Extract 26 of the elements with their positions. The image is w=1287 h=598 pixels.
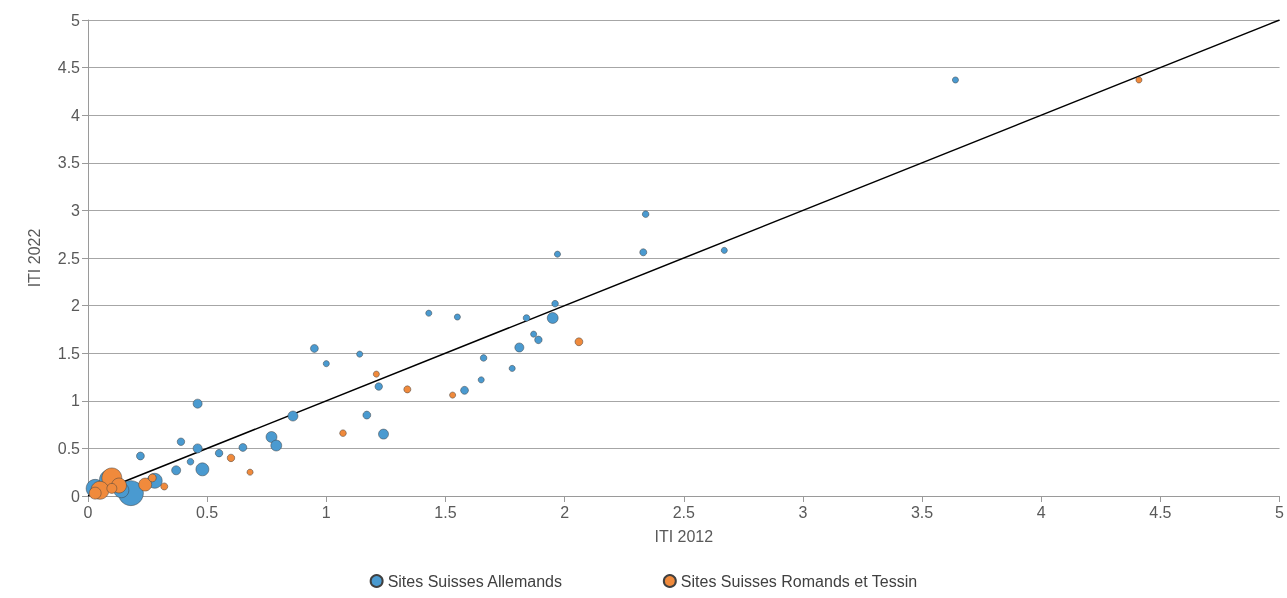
x-tick-label: 0 xyxy=(83,503,93,521)
x-tick-label: 2.5 xyxy=(672,503,695,521)
y-tick-label: 2 xyxy=(71,297,81,315)
x-tick-label: 5 xyxy=(1275,503,1285,521)
y-tick-label: 4 xyxy=(71,106,81,124)
y-tick-label: 3.5 xyxy=(57,154,81,172)
x-tick-label: 1 xyxy=(321,503,331,521)
y-tick-label: 1.5 xyxy=(57,344,81,362)
x-tick-label: 3 xyxy=(798,503,808,521)
y-tick-label: 2.5 xyxy=(57,249,81,267)
x-tick-label: 2 xyxy=(560,503,570,521)
y-tick-label: 5 xyxy=(71,11,81,29)
x-tick-label: 1.5 xyxy=(434,503,457,521)
y-tick-label: 0.5 xyxy=(57,439,81,457)
y-tick-label: 0 xyxy=(71,487,81,505)
x-axis-title: ITI 2012 xyxy=(654,527,714,545)
x-tick-label: 0.5 xyxy=(196,503,219,521)
y-axis-title: ITI 2022 xyxy=(25,228,43,288)
x-tick-label: 4.5 xyxy=(1149,503,1172,521)
y-tick-label: 4.5 xyxy=(57,59,81,77)
legend-label: Sites Suisses Romands et Tessin xyxy=(680,572,918,590)
x-tick-label: 4 xyxy=(1036,503,1046,521)
y-tick-label: 3 xyxy=(71,201,81,219)
x-tick-label: 3.5 xyxy=(910,503,934,521)
y-tick-label: 1 xyxy=(71,392,81,410)
legend-label: Sites Suisses Allemands xyxy=(387,572,562,590)
